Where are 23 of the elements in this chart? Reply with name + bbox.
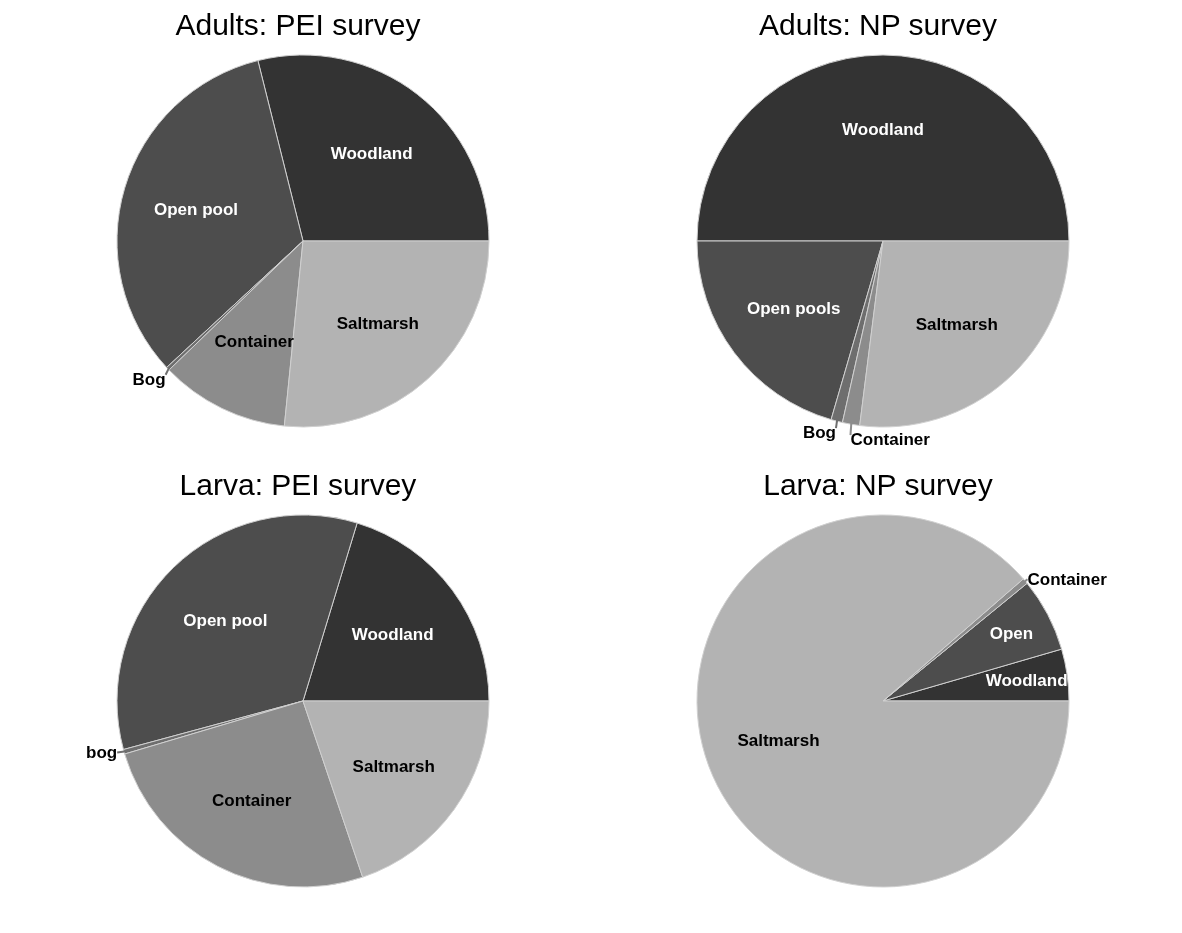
slice-label: Bog <box>802 423 836 443</box>
slice-label: bog <box>86 743 118 763</box>
slice-label: Container <box>1027 569 1108 589</box>
slice-label: Woodland <box>985 671 1068 691</box>
slice-label: Saltmarsh <box>737 730 820 750</box>
chart-title: Adults: NP survey <box>759 8 997 43</box>
slice-label: Open <box>989 624 1034 644</box>
slice-label: Woodland <box>330 143 413 163</box>
slice-label: Saltmarsh <box>915 315 998 335</box>
chart-title: Larva: PEI survey <box>179 468 417 503</box>
slice-label: Bog <box>132 369 166 389</box>
slice-label: Open pool <box>154 199 239 219</box>
slice-label: Open pool <box>183 611 268 631</box>
chart-title: Larva: NP survey <box>763 468 993 503</box>
slice-label: Woodland <box>351 625 434 645</box>
slice-label: Container <box>212 790 292 810</box>
slice-label: Woodland <box>842 119 924 139</box>
slice-label: Container <box>850 430 931 450</box>
slice-label: Open pools <box>747 298 841 318</box>
slice-label: Saltmarsh <box>352 756 435 776</box>
slice-label: Container <box>214 331 295 351</box>
chart-title: Adults: PEI survey <box>175 8 421 43</box>
slice-label: Saltmarsh <box>336 314 419 334</box>
